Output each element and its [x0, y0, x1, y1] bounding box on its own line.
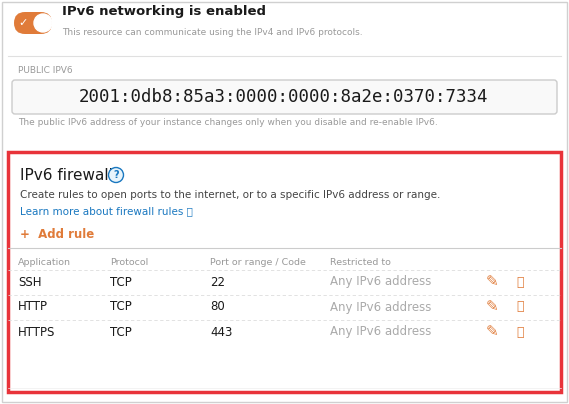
- Text: TCP: TCP: [110, 326, 132, 339]
- Text: Application: Application: [18, 258, 71, 267]
- Text: PUBLIC IPV6: PUBLIC IPV6: [18, 66, 73, 75]
- Text: Learn more about firewall rules ⧉: Learn more about firewall rules ⧉: [20, 206, 193, 216]
- Text: 🗑: 🗑: [516, 276, 523, 288]
- Text: ?: ?: [113, 170, 119, 180]
- Text: ✎: ✎: [485, 299, 498, 314]
- Text: ✓: ✓: [18, 18, 28, 28]
- Text: Port or range / Code: Port or range / Code: [210, 258, 306, 267]
- Text: HTTPS: HTTPS: [18, 326, 55, 339]
- Text: SSH: SSH: [18, 276, 42, 288]
- Text: Create rules to open ports to the internet, or to a specific IPv6 address or ran: Create rules to open ports to the intern…: [20, 190, 440, 200]
- Text: TCP: TCP: [110, 301, 132, 314]
- Text: This resource can communicate using the IPv4 and IPv6 protocols.: This resource can communicate using the …: [62, 28, 362, 37]
- Text: Any IPv6 address: Any IPv6 address: [330, 276, 431, 288]
- Text: ✎: ✎: [485, 324, 498, 339]
- Text: HTTP: HTTP: [18, 301, 48, 314]
- Text: Protocol: Protocol: [110, 258, 149, 267]
- Text: +  Add rule: + Add rule: [20, 228, 94, 241]
- FancyBboxPatch shape: [12, 80, 557, 114]
- Text: 2001:0db8:85a3:0000:0000:8a2e:0370:7334: 2001:0db8:85a3:0000:0000:8a2e:0370:7334: [79, 88, 489, 106]
- Circle shape: [109, 168, 123, 183]
- Text: 🗑: 🗑: [516, 301, 523, 314]
- Text: 443: 443: [210, 326, 232, 339]
- FancyBboxPatch shape: [8, 152, 561, 392]
- FancyBboxPatch shape: [14, 12, 52, 34]
- Text: TCP: TCP: [110, 276, 132, 288]
- Text: 🗑: 🗑: [516, 326, 523, 339]
- Text: IPv6 firewall: IPv6 firewall: [20, 168, 113, 183]
- Text: Restricted to: Restricted to: [330, 258, 391, 267]
- Text: 22: 22: [210, 276, 225, 288]
- Text: The public IPv6 address of your instance changes only when you disable and re-en: The public IPv6 address of your instance…: [18, 118, 438, 127]
- Text: Any IPv6 address: Any IPv6 address: [330, 301, 431, 314]
- Text: ✎: ✎: [485, 274, 498, 290]
- Text: IPv6 networking is enabled: IPv6 networking is enabled: [62, 5, 266, 18]
- Circle shape: [34, 14, 52, 32]
- Text: Any IPv6 address: Any IPv6 address: [330, 326, 431, 339]
- Text: 80: 80: [210, 301, 225, 314]
